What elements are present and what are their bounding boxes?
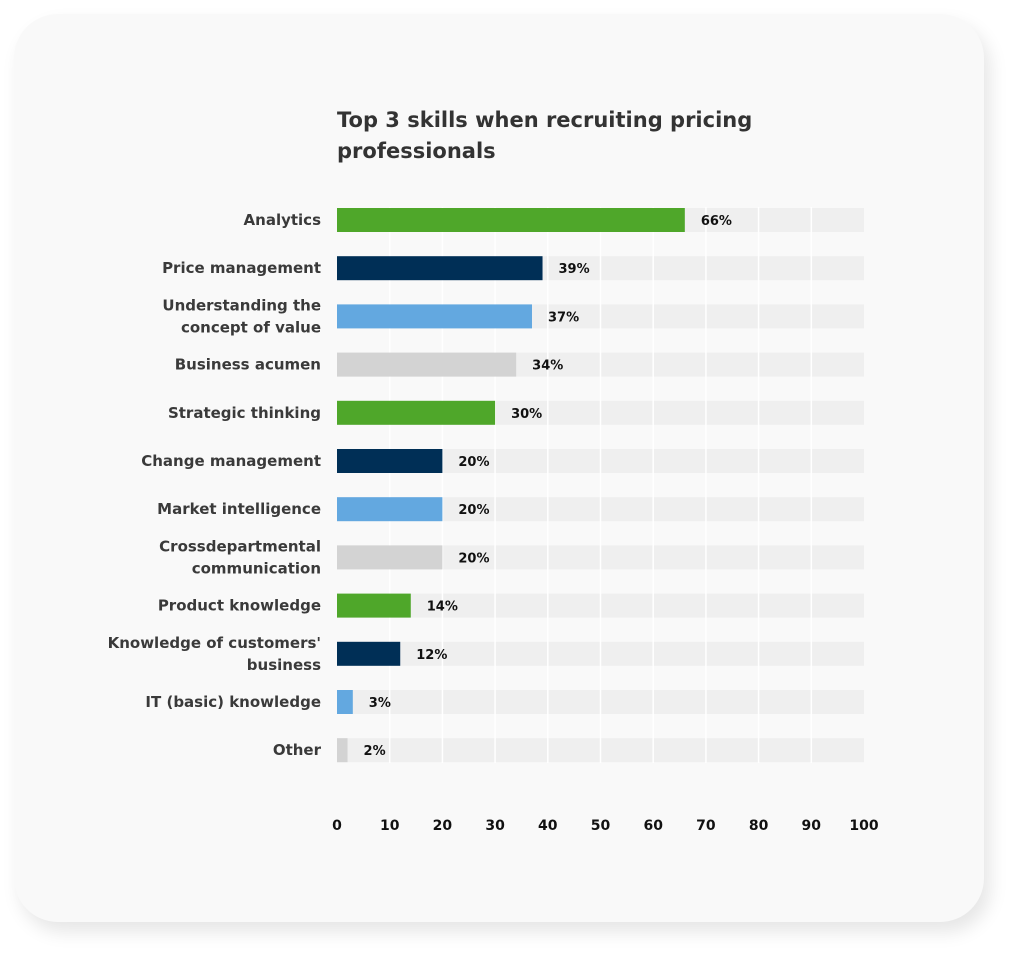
bar	[337, 690, 353, 714]
value-label: 34%	[532, 359, 563, 374]
value-label: 12%	[416, 648, 447, 663]
chart-title-line: professionals	[337, 139, 496, 163]
category-label: Market intelligence	[157, 500, 321, 518]
category-labels: Analytics Price management Understanding t…	[108, 211, 322, 759]
bar	[337, 208, 685, 232]
value-label: 14%	[427, 600, 458, 615]
category-label: Knowledge of customers' business	[108, 634, 321, 674]
category-label-line: communication	[192, 559, 321, 577]
category-label: Crossdepartmental communication	[159, 537, 321, 577]
x-tick-label: 50	[591, 818, 611, 834]
value-label: 20%	[458, 551, 489, 566]
category-label: Analytics	[244, 211, 322, 229]
value-label: 39%	[559, 262, 590, 277]
bar	[337, 256, 543, 281]
bars	[337, 208, 685, 763]
category-label-line: Market intelligence	[157, 500, 321, 518]
category-label-line: Price management	[162, 259, 321, 277]
category-label-line: business	[247, 656, 321, 674]
bar	[337, 738, 348, 763]
x-tick-label: 80	[749, 818, 769, 834]
category-label: IT (basic) knowledge	[145, 693, 321, 711]
category-label-line: Business acumen	[175, 356, 321, 374]
category-label-line: Other	[273, 741, 322, 759]
value-label: 3%	[369, 696, 391, 711]
category-label: Strategic thinking	[168, 404, 321, 422]
x-tick-label: 100	[849, 818, 878, 834]
x-tick-label: 10	[380, 818, 400, 834]
bar	[337, 304, 532, 329]
category-label-line: Understanding the	[162, 296, 321, 314]
bar	[337, 400, 496, 425]
category-label: Other	[273, 741, 322, 759]
category-label: Business acumen	[175, 356, 321, 374]
category-label-line: Crossdepartmental	[159, 537, 321, 555]
x-tick-label: 30	[485, 818, 505, 834]
x-tick-label: 70	[696, 818, 716, 834]
category-label-line: Analytics	[244, 211, 322, 229]
chart-title-line: Top 3 skills when recruiting pricing	[337, 108, 752, 132]
value-label: 30%	[511, 407, 542, 422]
value-label: 66%	[701, 214, 732, 229]
bar	[337, 497, 443, 522]
bar	[337, 641, 401, 666]
bar	[337, 449, 443, 473]
category-label-line: concept of value	[181, 318, 321, 336]
x-tick-label: 60	[643, 818, 663, 834]
chart-title: Top 3 skills when recruiting pricing prof…	[337, 108, 752, 163]
category-label-line: Change management	[141, 452, 321, 470]
value-label: 20%	[458, 455, 489, 470]
bar	[337, 545, 443, 570]
category-label: Product knowledge	[158, 597, 321, 615]
category-label-line: Product knowledge	[158, 597, 321, 615]
category-label-line: Strategic thinking	[168, 404, 321, 422]
bar	[337, 352, 517, 377]
grid-lines	[388, 207, 813, 763]
value-label: 20%	[458, 503, 489, 518]
category-label-line: Knowledge of customers'	[108, 634, 321, 652]
x-tick-label: 90	[802, 818, 822, 834]
category-label: Understanding the concept of value	[162, 296, 321, 336]
x-axis-ticks: 0 10 20 30 40 50 60 70 80 90 100	[332, 818, 879, 834]
x-tick-label: 0	[332, 818, 342, 834]
value-label: 37%	[548, 310, 579, 325]
x-tick-label: 20	[433, 818, 453, 834]
category-label-line: IT (basic) knowledge	[145, 693, 321, 711]
category-label: Price management	[162, 259, 321, 277]
value-label: 2%	[364, 744, 386, 759]
bar	[337, 593, 411, 618]
category-label: Change management	[141, 452, 321, 470]
value-labels: 66% 39% 37% 34% 30% 20% 20% 20% 14% 12% 3% 2%	[364, 214, 732, 759]
x-tick-label: 40	[538, 818, 558, 834]
